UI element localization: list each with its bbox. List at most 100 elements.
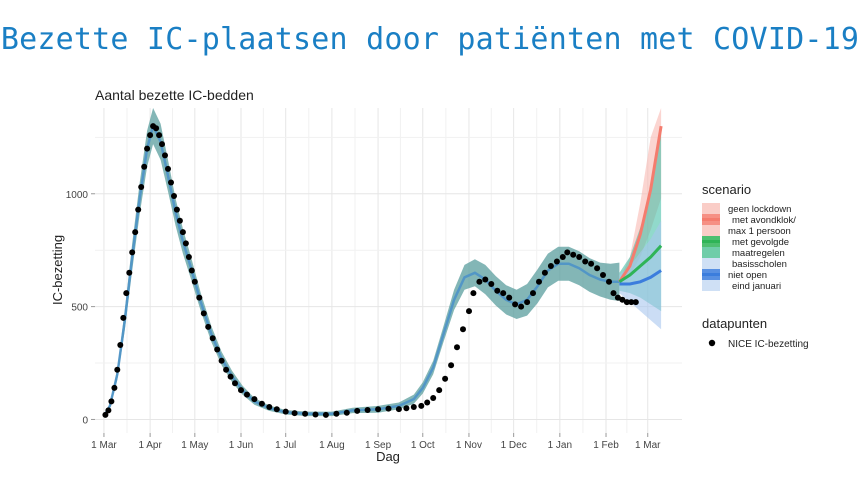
nice-point (218, 357, 225, 364)
nice-point (200, 310, 207, 317)
nice-point (619, 296, 626, 303)
nice-point (436, 387, 443, 394)
legend-label-3: met gevolgde (732, 237, 789, 248)
nice-point (614, 294, 621, 301)
nice-point (102, 411, 109, 418)
nice-point (266, 404, 273, 410)
nice-point (144, 145, 151, 152)
nice-points (102, 123, 639, 418)
nice-point (291, 410, 298, 417)
nice-point (610, 290, 617, 297)
nice-point (448, 362, 455, 369)
x-tick-label: 1 May (181, 440, 208, 451)
nice-point (312, 411, 319, 418)
nice-point (518, 303, 525, 310)
nice-point (588, 260, 595, 267)
legend-label-2: max 1 persoon (728, 226, 791, 237)
nice-point (238, 387, 244, 394)
nice-point (176, 217, 183, 224)
nice-point (364, 407, 371, 413)
nice-point (460, 326, 466, 333)
legend-scenario-title: scenario (702, 182, 751, 197)
nice-point (191, 278, 198, 285)
nice-point (343, 409, 350, 416)
nice-point (135, 206, 142, 213)
nice-point (559, 254, 566, 260)
nice-point (418, 402, 425, 409)
legend-points-marker (708, 339, 716, 347)
x-axis-label: Dag (376, 449, 400, 464)
nice-point (600, 272, 606, 278)
nice-point (120, 314, 127, 321)
nice-point (165, 165, 171, 172)
nice-point (454, 344, 460, 351)
nice-point (570, 251, 577, 258)
model-fit-band (103, 108, 620, 418)
nice-point (470, 290, 477, 297)
nice-point (488, 281, 495, 287)
nice-point (385, 405, 392, 412)
legend-label-1: met avondklok/ (732, 215, 796, 226)
nice-point (482, 276, 489, 283)
chart-title: Aantal bezette IC-bedden (95, 87, 254, 103)
y-tick-label: 0 (82, 415, 88, 426)
nice-point (126, 269, 133, 276)
axes: 1 Mar 1 Apr 1 May 1 Jun 1 Jul 1 Aug 1 Sep 1 Oct… (66, 190, 661, 451)
nice-point (322, 411, 329, 418)
nice-point (547, 263, 554, 269)
nice-point (188, 267, 195, 274)
nice-point (129, 249, 136, 256)
legend-points-label: NICE IC-bezetting (728, 339, 809, 350)
nice-point (168, 179, 174, 186)
legend-label-7: eind januari (732, 281, 781, 292)
x-tick-label: 1 Aug (319, 440, 345, 451)
nice-point (117, 342, 124, 348)
nice-point (123, 290, 130, 297)
nice-point (227, 373, 234, 380)
nice-point (114, 366, 121, 373)
nice-point (395, 406, 402, 413)
nice-point (354, 407, 361, 414)
nice-point (623, 299, 630, 306)
x-tick-label: 1 Feb (593, 440, 619, 451)
nice-point (111, 384, 118, 391)
x-tick-label: 1 Mar (635, 440, 661, 451)
chart-container: Aantal bezette IC-bedden 1 Mar 1 Apr 1 May… (0, 70, 860, 492)
legend: scenario datapunten NICE IC-bezetting ge… (702, 182, 809, 350)
legend-key-7 (702, 280, 720, 291)
nice-point (153, 125, 160, 132)
nice-point (541, 269, 548, 276)
nice-point (141, 163, 148, 170)
nice-point (333, 410, 340, 417)
y-axis-label: IC-bezetting (50, 235, 65, 305)
nice-point (273, 406, 280, 413)
nice-point (232, 380, 238, 387)
ic-occupancy-chart: Aantal bezette IC-bedden 1 Mar 1 Apr 1 May… (50, 87, 809, 464)
legend-label-6: niet open (728, 270, 767, 281)
nice-point (171, 193, 177, 199)
nice-point (632, 299, 639, 306)
legend-label-0: geen lockdown (728, 204, 791, 215)
nice-point (105, 407, 112, 414)
nice-point (209, 335, 216, 342)
nice-point (251, 396, 258, 403)
nice-point (500, 290, 507, 297)
scenario-band-0 (619, 108, 662, 284)
x-tick-label: 1 Mar (91, 440, 117, 451)
slide-title: Bezette IC-plaatsen door patiënten met C… (0, 22, 860, 57)
nice-point (108, 398, 115, 405)
legend-key-5 (702, 258, 720, 269)
x-tick-label: 1 Nov (456, 440, 482, 451)
scenario-line-2 (619, 269, 662, 286)
x-tick-label: 1 Jun (229, 440, 253, 451)
legend-key-0 (702, 203, 720, 214)
nice-point (553, 258, 560, 265)
nice-point (132, 229, 139, 236)
nice-point (564, 249, 571, 256)
nice-point (594, 265, 601, 272)
nice-point (302, 410, 309, 417)
nice-point (244, 391, 250, 398)
y-tick-label: 500 (71, 303, 88, 314)
x-tick-label: 1 Dec (501, 440, 527, 451)
nice-point (524, 299, 531, 306)
